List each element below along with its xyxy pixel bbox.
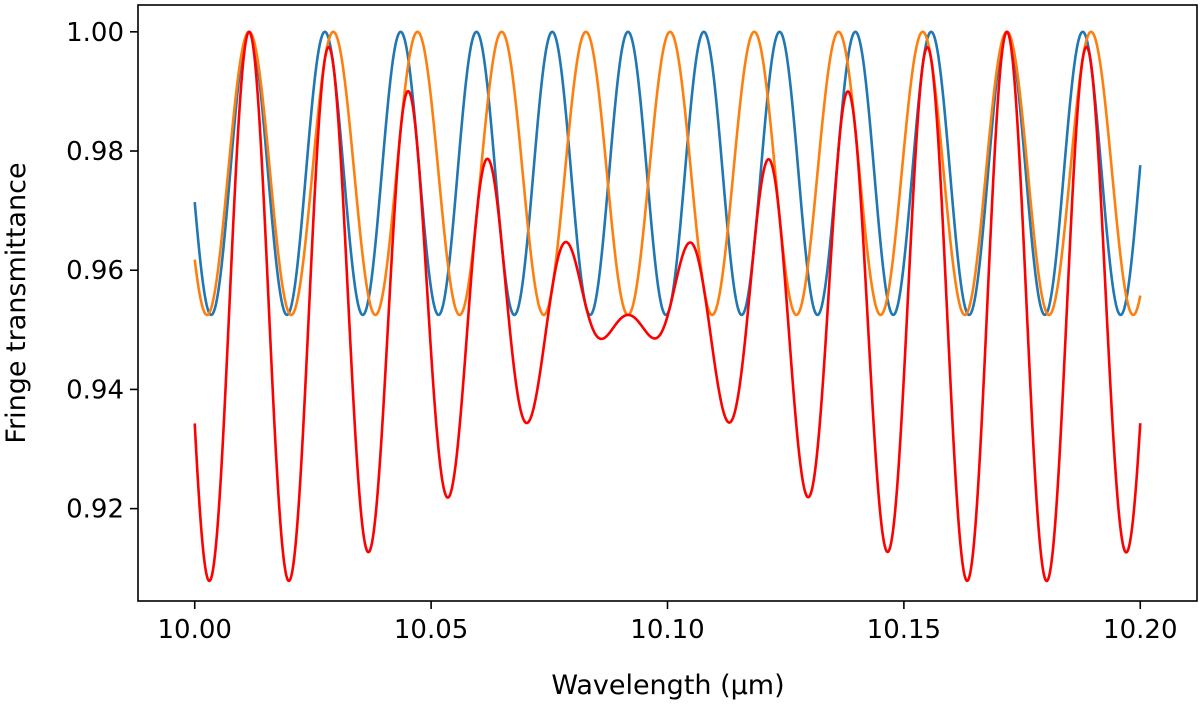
y-tick-label: 0.98 <box>66 137 124 167</box>
series-layer <box>193 30 1142 583</box>
x-axis-label: Wavelength (μm) <box>551 670 784 701</box>
y-tick-label: 1.00 <box>66 18 124 48</box>
y-tick-label: 0.94 <box>66 375 124 405</box>
series-line-fringe-2 <box>193 30 1142 317</box>
y-axis-label: Fringe transmittance <box>1 162 32 443</box>
y-tick-label: 0.96 <box>66 256 124 286</box>
x-tick-label: 10.15 <box>867 615 941 645</box>
x-tick-label: 10.20 <box>1103 615 1177 645</box>
series-line-product <box>193 30 1142 583</box>
y-tick-label: 0.92 <box>66 495 124 525</box>
y-axis: 0.92 0.94 0.96 0.98 1.00 <box>66 18 138 525</box>
x-tick-label: 10.00 <box>158 615 232 645</box>
x-axis: 10.00 10.05 10.10 10.15 10.20 <box>158 601 1177 645</box>
x-tick-label: 10.05 <box>394 615 468 645</box>
x-tick-label: 10.10 <box>630 615 704 645</box>
